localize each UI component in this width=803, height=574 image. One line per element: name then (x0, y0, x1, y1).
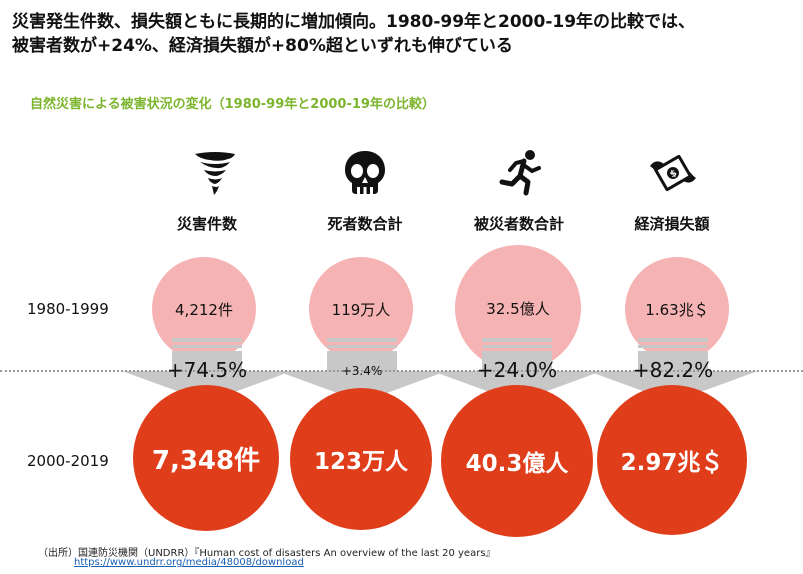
change-deaths: +3.4% (341, 364, 383, 378)
headline-line-2: 被害者数が+24%、経済損失額が+80%超といずれも伸びている (12, 36, 513, 56)
change-incidents: +74.5% (166, 358, 248, 382)
headline-line-1: 災害発生件数、損失額ともに長期的に増加傾向。1980-99年と2000-19年の… (12, 12, 696, 32)
value-new-losses: 2.97兆＄ (620, 450, 724, 476)
value-new-deaths: 123万人 (313, 449, 408, 475)
value-new-affected: 40.3億人 (465, 451, 569, 477)
category-label-losses: 経済損失額 (634, 215, 710, 233)
source-note: （出所）国連防災機関（UNDRR）『Human cost of disaster… (38, 548, 496, 559)
running-person-icon (499, 150, 541, 196)
value-old-affected: 32.5億人 (486, 299, 550, 318)
bubble-new-affected: 40.3億人 (441, 385, 593, 537)
value-old-losses: 1.63兆＄ (645, 300, 709, 319)
bubble-old-incidents: 4,212件 (152, 257, 256, 361)
value-old-incidents: 4,212件 (175, 300, 233, 319)
flying-money-icon: $ (650, 154, 696, 192)
change-losses: +82.2% (632, 358, 714, 382)
bubble-new-losses: 2.97兆＄ (597, 385, 747, 535)
divider-dotted-line (0, 370, 803, 372)
row-label-1980-1999: 1980-1999 (27, 300, 109, 318)
value-new-incidents: 7,348件 (151, 445, 261, 476)
tornado-icon (195, 152, 235, 195)
arrow-deaths (277, 338, 447, 402)
svg-text:$: $ (669, 168, 679, 180)
value-old-deaths: 119万人 (331, 300, 391, 319)
bubble-old-losses: 1.63兆＄ (625, 257, 729, 361)
chart-subtitle: 自然災害による被害状況の変化（1980-99年と2000-19年の比較） (30, 97, 435, 112)
bubble-new-deaths: 123万人 (290, 388, 432, 530)
category-label-deaths: 死者数合計 (327, 215, 403, 233)
source-link[interactable]: https://www.undrr.org/media/48008/downlo… (74, 557, 304, 568)
arrow-losses (588, 338, 758, 402)
category-label-affected: 被災者数合計 (473, 215, 564, 233)
arrow-incidents (122, 338, 292, 402)
bubble-old-affected: 32.5億人 (455, 245, 581, 371)
change-affected: +24.0% (476, 358, 558, 382)
category-label-incidents: 災害件数 (176, 215, 237, 233)
arrow-affected (432, 338, 602, 402)
row-label-2000-2019: 2000-2019 (27, 452, 109, 470)
headline: 災害発生件数、損失額ともに長期的に増加傾向。1980-99年と2000-19年の… (12, 10, 797, 58)
bubble-old-deaths: 119万人 (309, 257, 413, 361)
bubble-new-incidents: 7,348件 (133, 385, 279, 531)
skull-icon (345, 151, 385, 194)
